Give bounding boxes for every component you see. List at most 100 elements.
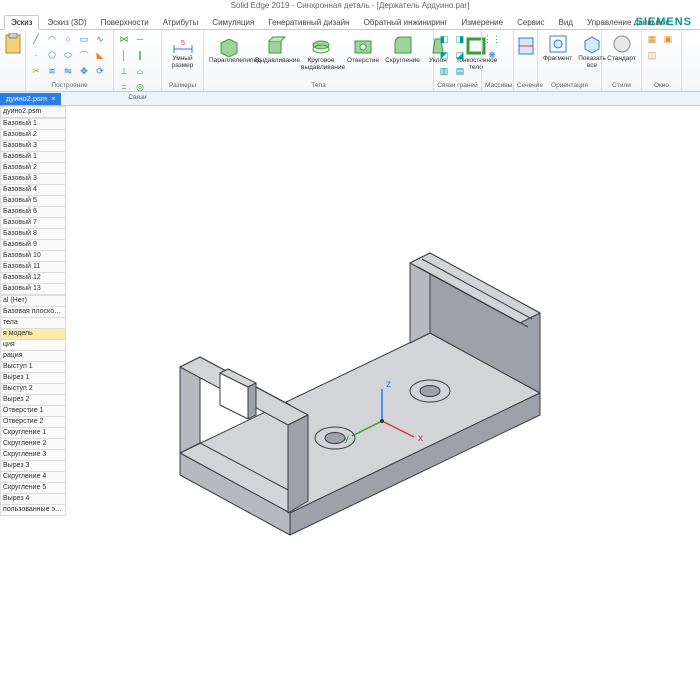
concentric-icon[interactable]: ◎: [133, 80, 147, 94]
tab-simulation[interactable]: Симуляция: [206, 16, 260, 29]
tree-item[interactable]: Скругление 3: [0, 450, 66, 461]
line-icon[interactable]: ╱: [29, 32, 43, 46]
tree-item[interactable]: Вырез 2: [0, 395, 66, 406]
revolve-button[interactable]: Круговое выдавливание: [299, 32, 343, 72]
tree-item[interactable]: Скругление 4: [0, 472, 66, 483]
style-button[interactable]: Стандарт: [605, 32, 638, 64]
viewport-3d[interactable]: x y z: [0, 106, 700, 700]
tree-item[interactable]: пользованные эскизы: [0, 505, 66, 516]
horizontal-icon[interactable]: ─: [133, 32, 147, 46]
tree-item[interactable]: Базовый 9: [0, 240, 66, 251]
ellipse-icon[interactable]: ⬭: [61, 48, 75, 62]
tree-item[interactable]: Базовый 3: [0, 141, 66, 152]
rect-icon[interactable]: ▭: [77, 32, 91, 46]
tree-item[interactable]: al (Нет): [0, 296, 66, 307]
tab-generative[interactable]: Генеративный дизайн: [262, 16, 355, 29]
tab-service[interactable]: Сервис: [511, 16, 550, 29]
tab-reverse[interactable]: Обратный инжиниринг: [358, 16, 454, 29]
coincident-icon[interactable]: ⋈: [117, 32, 131, 46]
vertical-icon[interactable]: │: [117, 48, 131, 62]
fillet-icon[interactable]: ⌒: [77, 48, 91, 62]
face-rel-4-icon[interactable]: ◪: [453, 48, 467, 62]
tree-item[interactable]: Базовый 6: [0, 207, 66, 218]
tree-item[interactable]: Выступ 2: [0, 384, 66, 395]
tab-view[interactable]: Вид: [552, 16, 578, 29]
tree-item[interactable]: Базовый 4: [0, 185, 66, 196]
feature-tree[interactable]: дуино2.psm Базовый 1Базовый 2Базовый 3Ба…: [0, 106, 66, 516]
face-rel-6-icon[interactable]: ▤: [453, 64, 467, 78]
tree-item[interactable]: Выступ 1: [0, 362, 66, 373]
arc-icon[interactable]: ◠: [45, 32, 59, 46]
tree-item[interactable]: Базовый 7: [0, 218, 66, 229]
poly-icon[interactable]: ⬠: [45, 48, 59, 62]
tree-item[interactable]: Вырез 4: [0, 494, 66, 505]
spline-icon[interactable]: ∿: [93, 32, 107, 46]
tree-item[interactable]: рация: [0, 351, 66, 362]
tree-item[interactable]: Базовый 3: [0, 174, 66, 185]
tree-item[interactable]: Базовый 12: [0, 273, 66, 284]
tree-item[interactable]: Скругление 5: [0, 483, 66, 494]
extrude-button[interactable]: Выдавливание: [253, 32, 297, 72]
tree-item[interactable]: Базовый 2: [0, 130, 66, 141]
tree-item[interactable]: Базовый 5: [0, 196, 66, 207]
win2-icon[interactable]: ▣: [661, 32, 675, 46]
doc-tab-close-icon[interactable]: ×: [51, 94, 55, 103]
chamfer-icon[interactable]: ◣: [93, 48, 107, 62]
circle-icon[interactable]: ○: [61, 32, 75, 46]
tree-item[interactable]: Базовый 10: [0, 251, 66, 262]
parallel-icon[interactable]: ∥: [133, 48, 147, 62]
face-rel-1-icon[interactable]: ◧: [437, 32, 451, 46]
tree-item[interactable]: Базовый 8: [0, 229, 66, 240]
tree-item[interactable]: я модель: [0, 329, 66, 340]
tree-item[interactable]: Базовый 1: [0, 152, 66, 163]
group-solids: Параллелепипед Выдавливание Круговое выд…: [204, 30, 434, 91]
tab-surfaces[interactable]: Поверхности: [95, 16, 155, 29]
tree-item[interactable]: Вырез 3: [0, 461, 66, 472]
face-rel-3-icon[interactable]: ◩: [437, 48, 451, 62]
win3-icon[interactable]: ◫: [645, 48, 659, 62]
tree-item[interactable]: Базовая плоскость: [0, 307, 66, 318]
face-rel-5-icon[interactable]: ▥: [437, 64, 451, 78]
section-button[interactable]: [517, 32, 534, 60]
round-button[interactable]: Скругление: [383, 32, 422, 72]
smart-dim-button[interactable]: 5 Умный размер: [165, 32, 200, 70]
group-solids-label: Тела: [207, 82, 430, 90]
tree-item[interactable]: Базовый 11: [0, 262, 66, 273]
tree-item[interactable]: ция: [0, 340, 66, 351]
tab-sketch3d[interactable]: Эскиз (3D): [41, 16, 92, 29]
tree-item[interactable]: Отверстие 1: [0, 406, 66, 417]
smart-dim-label: Умный размер: [167, 56, 198, 69]
paste-button[interactable]: [3, 32, 22, 60]
tree-item[interactable]: Базовый 2: [0, 163, 66, 174]
tree-item[interactable]: Скругление 2: [0, 439, 66, 450]
move-icon[interactable]: ✥: [77, 64, 91, 78]
equal-icon[interactable]: =: [117, 80, 131, 94]
box-button[interactable]: Параллелепипед: [207, 32, 251, 72]
tree-item[interactable]: Вырез 1: [0, 373, 66, 384]
tab-measure[interactable]: Измерение: [455, 16, 509, 29]
mirror-icon[interactable]: ⇋: [61, 64, 75, 78]
tree-item[interactable]: Базовый 1: [0, 119, 66, 130]
tab-sketch[interactable]: Эскиз: [4, 15, 39, 30]
doc-tab-active[interactable]: дуино2.psm ×: [0, 93, 61, 105]
win1-icon[interactable]: ▦: [645, 32, 659, 46]
tree-item[interactable]: Скругление 1: [0, 428, 66, 439]
point-icon[interactable]: ·: [29, 48, 43, 62]
tangent-icon[interactable]: ⌓: [133, 64, 147, 78]
tree-item[interactable]: Отверстие 2: [0, 417, 66, 428]
pattern-icon[interactable]: ⋮⋮: [485, 32, 499, 46]
face-rel-2-icon[interactable]: ◨: [453, 32, 467, 46]
group-paste: [0, 30, 26, 91]
tree-item[interactable]: тела: [0, 318, 66, 329]
svg-text:5: 5: [181, 40, 185, 47]
perp-icon[interactable]: ⊥: [117, 64, 131, 78]
trim-icon[interactable]: ✂: [29, 64, 43, 78]
rotate-icon[interactable]: ⟳: [93, 64, 107, 78]
tree-item[interactable]: дуино2.psm: [0, 106, 66, 118]
tree-item[interactable]: Базовый 13: [0, 284, 66, 295]
fit-button[interactable]: Фрагмент: [541, 32, 574, 70]
hole-button[interactable]: Отверстие: [345, 32, 381, 72]
circpattern-icon[interactable]: ❋: [485, 48, 499, 62]
offset-icon[interactable]: ≋: [45, 64, 59, 78]
tab-attributes[interactable]: Атрибуты: [157, 16, 205, 29]
